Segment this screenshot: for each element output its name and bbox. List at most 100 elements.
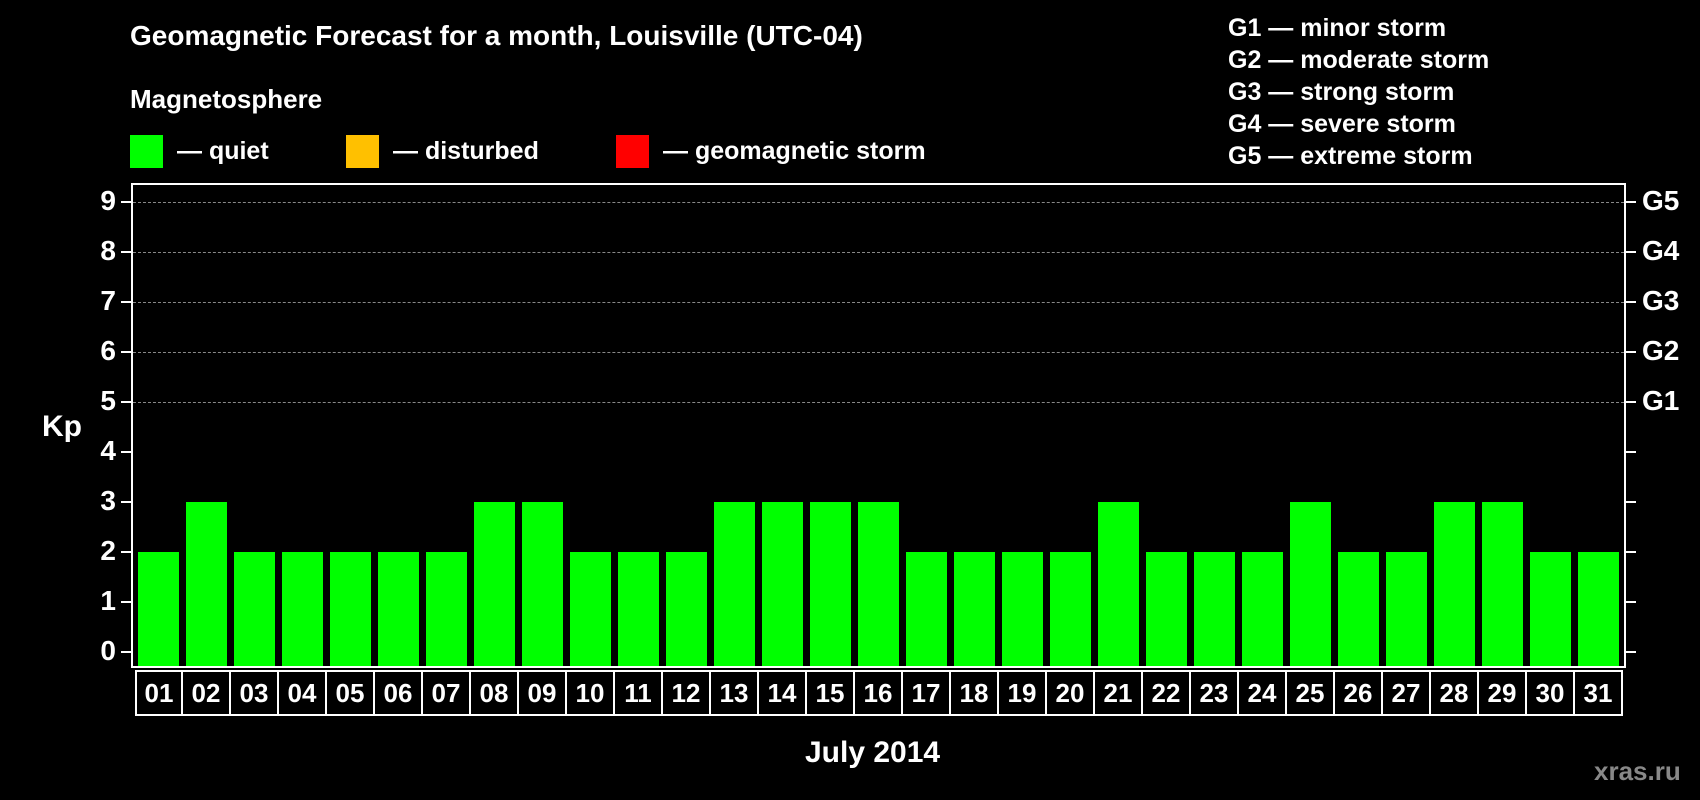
- bar-day-20: [1050, 552, 1091, 666]
- bar-day-23: [1194, 552, 1235, 666]
- g-legend-item: G2 — moderate storm: [1228, 46, 1490, 74]
- bar-day-15: [810, 502, 851, 666]
- y-tick: [121, 651, 131, 653]
- y-tick-label: 8: [100, 235, 116, 266]
- y-tick-right: [1626, 451, 1636, 453]
- x-day-label: 31: [1575, 670, 1623, 716]
- y-tick: [121, 251, 131, 253]
- y-tick-label: 9: [100, 185, 116, 216]
- bar-day-02: [186, 502, 227, 666]
- quiet-swatch-icon: [130, 134, 163, 168]
- x-day-label: 14: [759, 670, 807, 716]
- x-day-label: 05: [327, 670, 375, 716]
- g-scale-label: G1: [1642, 385, 1680, 416]
- x-day-label: 17: [903, 670, 951, 716]
- y-tick-right: [1626, 351, 1636, 353]
- chart-title: Geomagnetic Forecast for a month, Louisv…: [130, 20, 863, 51]
- legend-quiet: — quiet: [130, 134, 269, 168]
- x-day-label: 24: [1239, 670, 1287, 716]
- x-day-label: 08: [471, 670, 519, 716]
- y-tick-right: [1626, 301, 1636, 303]
- bar-day-17: [906, 552, 947, 666]
- bar-day-01: [138, 552, 179, 666]
- x-day-label: 03: [231, 670, 279, 716]
- x-day-label: 07: [423, 670, 471, 716]
- y-tick-right: [1626, 251, 1636, 253]
- y-tick: [121, 451, 131, 453]
- legend-quiet-label: — quiet: [177, 136, 269, 165]
- y-tick-right: [1626, 201, 1636, 203]
- bar-day-05: [330, 552, 371, 666]
- bar-day-08: [474, 502, 515, 666]
- bar-day-04: [282, 552, 323, 666]
- y-tick-right: [1626, 651, 1636, 653]
- bar-day-26: [1338, 552, 1379, 666]
- x-day-label: 23: [1191, 670, 1239, 716]
- bar-day-27: [1386, 552, 1427, 666]
- x-day-label: 27: [1383, 670, 1431, 716]
- y-tick-label: 2: [100, 535, 116, 566]
- y-tick: [121, 601, 131, 603]
- bar-day-03: [234, 552, 275, 666]
- bar-day-16: [858, 502, 899, 666]
- x-day-label: 16: [855, 670, 903, 716]
- y-axis-label: Kp: [42, 410, 82, 443]
- bar-day-07: [426, 552, 467, 666]
- g-legend-item: G1 — minor storm: [1228, 14, 1447, 42]
- x-day-label: 28: [1431, 670, 1479, 716]
- x-day-label: 11: [615, 670, 663, 716]
- y-tick: [121, 301, 131, 303]
- x-day-label: 12: [663, 670, 711, 716]
- bar-day-30: [1530, 552, 1571, 666]
- g-legend-item: G5 — extreme storm: [1228, 142, 1473, 170]
- legend-subtitle: Magnetosphere: [130, 84, 323, 114]
- g-scale-label: G4: [1642, 235, 1680, 266]
- x-day-label: 09: [519, 670, 567, 716]
- x-axis-label: July 2014: [805, 736, 941, 769]
- y-tick-label: 5: [100, 385, 116, 416]
- x-day-label: 22: [1143, 670, 1191, 716]
- y-tick-label: 3: [100, 485, 116, 516]
- x-day-label: 13: [711, 670, 759, 716]
- y-tick: [121, 351, 131, 353]
- gridline: [133, 352, 1624, 353]
- bar-day-09: [522, 502, 563, 666]
- x-day-label: 30: [1527, 670, 1575, 716]
- bar-day-22: [1146, 552, 1187, 666]
- gridline: [133, 252, 1624, 253]
- bar-day-10: [570, 552, 611, 666]
- y-tick-right: [1626, 551, 1636, 553]
- legend-storm: — geomagnetic storm: [616, 134, 926, 168]
- g-scale-legend: G1 — minor storm G2 — moderate storm G3 …: [1228, 12, 1489, 172]
- legend-disturbed-label: — disturbed: [393, 136, 539, 165]
- y-tick: [121, 551, 131, 553]
- x-day-label: 10: [567, 670, 615, 716]
- plot-area: [131, 183, 1626, 668]
- x-day-label: 21: [1095, 670, 1143, 716]
- bar-day-11: [618, 552, 659, 666]
- bar-day-18: [954, 552, 995, 666]
- watermark: xras.ru: [1594, 756, 1681, 786]
- g-scale-label: G2: [1642, 335, 1680, 366]
- x-day-label: 20: [1047, 670, 1095, 716]
- g-legend-item: G4 — severe storm: [1228, 110, 1456, 138]
- storm-swatch-icon: [616, 134, 649, 168]
- y-tick-right: [1626, 501, 1636, 503]
- y-tick-label: 4: [100, 435, 116, 466]
- x-day-label: 15: [807, 670, 855, 716]
- legend-disturbed: — disturbed: [346, 134, 539, 168]
- y-tick-label: 1: [100, 585, 116, 616]
- g-legend-item: G3 — strong storm: [1228, 78, 1455, 106]
- x-day-label: 29: [1479, 670, 1527, 716]
- bar-day-12: [666, 552, 707, 666]
- y-tick-label: 6: [100, 335, 116, 366]
- bar-day-29: [1482, 502, 1523, 666]
- y-tick: [121, 501, 131, 503]
- gridline: [133, 302, 1624, 303]
- bar-day-06: [378, 552, 419, 666]
- x-day-label: 01: [135, 670, 183, 716]
- bar-day-13: [714, 502, 755, 666]
- x-day-label: 02: [183, 670, 231, 716]
- bar-day-31: [1578, 552, 1619, 666]
- y-tick: [121, 201, 131, 203]
